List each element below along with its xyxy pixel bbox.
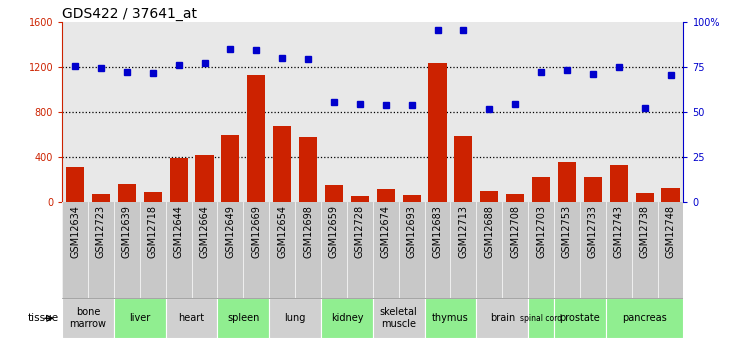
Text: GSM12733: GSM12733 bbox=[588, 205, 598, 258]
Bar bbox=[299, 137, 317, 202]
Text: GSM12644: GSM12644 bbox=[174, 205, 183, 258]
Text: GSM12703: GSM12703 bbox=[536, 205, 546, 258]
Bar bbox=[321, 298, 373, 338]
Bar bbox=[92, 194, 110, 202]
Bar bbox=[351, 196, 369, 202]
Text: GSM12713: GSM12713 bbox=[458, 205, 469, 258]
Text: brain: brain bbox=[490, 313, 515, 323]
Text: spinal cord: spinal cord bbox=[520, 314, 562, 323]
Text: kidney: kidney bbox=[330, 313, 363, 323]
Bar bbox=[532, 177, 550, 202]
Text: GSM12659: GSM12659 bbox=[329, 205, 339, 258]
Text: GSM12723: GSM12723 bbox=[96, 205, 106, 258]
Text: GSM12748: GSM12748 bbox=[665, 205, 675, 258]
Bar bbox=[455, 136, 472, 202]
Bar bbox=[403, 195, 421, 202]
Bar bbox=[66, 167, 84, 202]
Text: GSM12683: GSM12683 bbox=[433, 205, 442, 258]
Bar bbox=[606, 298, 683, 338]
Text: heart: heart bbox=[178, 313, 205, 323]
Text: GDS422 / 37641_at: GDS422 / 37641_at bbox=[62, 7, 197, 21]
Bar bbox=[610, 165, 628, 202]
Text: spleen: spleen bbox=[227, 313, 260, 323]
Bar bbox=[635, 194, 654, 202]
Bar bbox=[325, 185, 343, 202]
Text: pancreas: pancreas bbox=[622, 313, 667, 323]
Text: GSM12753: GSM12753 bbox=[562, 205, 572, 258]
Text: tissue: tissue bbox=[27, 313, 58, 323]
Bar bbox=[554, 298, 606, 338]
Text: GSM12669: GSM12669 bbox=[251, 205, 261, 258]
Bar bbox=[376, 189, 395, 202]
Text: prostate: prostate bbox=[559, 313, 600, 323]
Text: GSM12688: GSM12688 bbox=[485, 205, 494, 258]
Bar bbox=[62, 202, 683, 298]
Bar bbox=[506, 194, 524, 202]
Bar bbox=[170, 158, 188, 202]
Text: GSM12649: GSM12649 bbox=[225, 205, 235, 258]
Text: GSM12639: GSM12639 bbox=[122, 205, 132, 258]
Text: bone
marrow: bone marrow bbox=[69, 307, 107, 329]
Text: GSM12693: GSM12693 bbox=[406, 205, 417, 258]
Text: GSM12698: GSM12698 bbox=[303, 205, 313, 258]
Text: GSM12634: GSM12634 bbox=[70, 205, 80, 258]
Bar bbox=[114, 298, 166, 338]
Text: GSM12718: GSM12718 bbox=[148, 205, 158, 258]
Bar bbox=[195, 155, 213, 202]
Bar bbox=[480, 190, 499, 202]
Bar bbox=[144, 192, 162, 202]
Text: GSM12728: GSM12728 bbox=[355, 205, 365, 258]
Bar bbox=[425, 298, 477, 338]
Text: lung: lung bbox=[284, 313, 306, 323]
Text: GSM12674: GSM12674 bbox=[381, 205, 391, 258]
Bar bbox=[269, 298, 321, 338]
Text: thymus: thymus bbox=[432, 313, 469, 323]
Text: GSM12664: GSM12664 bbox=[200, 205, 210, 258]
Bar bbox=[428, 63, 447, 202]
Bar bbox=[528, 298, 554, 338]
Bar bbox=[477, 298, 528, 338]
Text: GSM12708: GSM12708 bbox=[510, 205, 520, 258]
Text: GSM12743: GSM12743 bbox=[614, 205, 624, 258]
Text: liver: liver bbox=[129, 313, 151, 323]
Bar bbox=[118, 184, 136, 202]
Bar bbox=[218, 298, 269, 338]
Bar bbox=[247, 75, 265, 202]
Text: skeletal
muscle: skeletal muscle bbox=[380, 307, 417, 329]
Bar bbox=[62, 298, 114, 338]
Text: GSM12738: GSM12738 bbox=[640, 205, 650, 258]
Bar bbox=[221, 135, 240, 202]
Bar bbox=[273, 126, 291, 202]
Bar bbox=[558, 162, 576, 202]
Bar bbox=[662, 188, 680, 202]
Text: GSM12654: GSM12654 bbox=[277, 205, 287, 258]
Bar bbox=[584, 177, 602, 202]
Bar bbox=[166, 298, 218, 338]
Bar bbox=[373, 298, 425, 338]
